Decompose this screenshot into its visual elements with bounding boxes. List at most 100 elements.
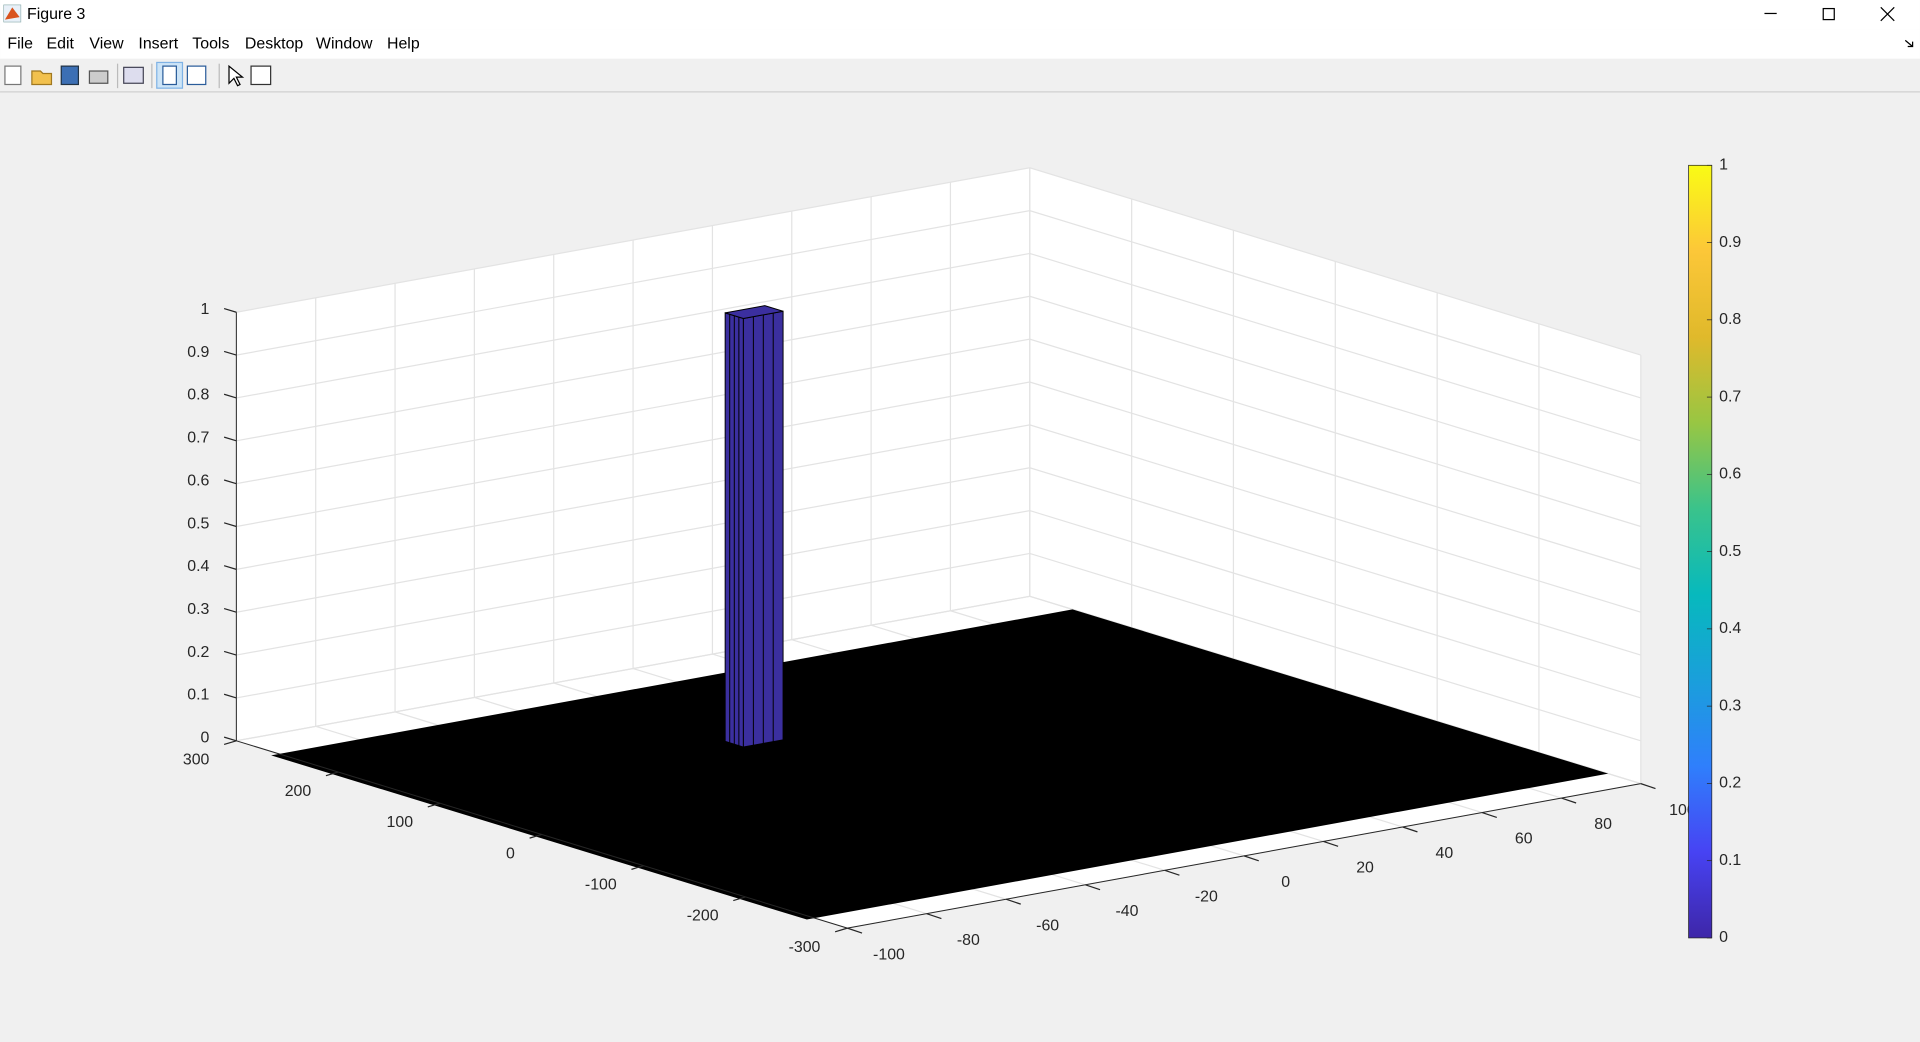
link-button[interactable] bbox=[123, 66, 144, 84]
x-tick-label: -80 bbox=[957, 932, 980, 949]
x-tick bbox=[1640, 783, 1656, 790]
legend-button[interactable] bbox=[186, 65, 207, 86]
colorbar-tick-label: 0.1 bbox=[1719, 852, 1741, 869]
y-tick-label: 300 bbox=[183, 752, 210, 769]
menu-item[interactable]: View bbox=[89, 35, 124, 52]
menu-item[interactable]: Edit bbox=[47, 35, 75, 52]
menu-item[interactable]: Tools bbox=[192, 35, 229, 52]
x-tick-label: -40 bbox=[1116, 903, 1139, 920]
z-grid-line bbox=[236, 167, 1641, 356]
x-tick bbox=[926, 913, 942, 920]
y-tick bbox=[631, 865, 644, 870]
undock-button[interactable] bbox=[1904, 39, 1914, 48]
z-tick-label: 0.3 bbox=[187, 601, 209, 618]
restore-button[interactable] bbox=[1822, 7, 1835, 21]
x-tick-label: -20 bbox=[1195, 888, 1218, 905]
colorbar-tick-label: 0.5 bbox=[1719, 543, 1741, 560]
y-tick bbox=[834, 927, 848, 933]
peak-top bbox=[725, 305, 784, 319]
z-tick bbox=[223, 307, 237, 313]
y-tick bbox=[223, 740, 237, 746]
y-tick-label: 0 bbox=[506, 845, 515, 862]
menu-bar bbox=[0, 29, 1920, 59]
z-tick-label: 0.6 bbox=[187, 472, 209, 489]
new-button[interactable] bbox=[4, 65, 22, 86]
colorbar-tick-label: 0.8 bbox=[1719, 311, 1741, 328]
x-tick bbox=[1402, 826, 1418, 833]
x-tick bbox=[1561, 797, 1577, 804]
z-grid-line bbox=[236, 509, 1641, 699]
z-tick-label: 0.4 bbox=[187, 558, 209, 575]
z-tick bbox=[223, 693, 237, 699]
z-tick-label: 0.1 bbox=[187, 687, 209, 704]
window-title: Figure 3 bbox=[27, 6, 86, 23]
z-tick bbox=[223, 350, 237, 356]
colorbar-tick-label: 0.7 bbox=[1719, 388, 1741, 405]
z-grid-line bbox=[236, 552, 1641, 742]
x-tick bbox=[1005, 898, 1021, 905]
title-bar bbox=[0, 0, 1920, 30]
axes: 00.10.20.30.40.50.60.70.80.91-300-200-10… bbox=[183, 167, 1696, 963]
z-tick-label: 0.7 bbox=[187, 430, 209, 447]
menu-item[interactable]: Insert bbox=[138, 35, 178, 52]
z-grid-line bbox=[236, 295, 1641, 485]
x-tick bbox=[1085, 884, 1101, 891]
y-tick-label: -200 bbox=[687, 908, 719, 925]
z-tick bbox=[223, 650, 237, 656]
y-tick bbox=[325, 771, 339, 777]
z-tick-label: 0.2 bbox=[187, 644, 209, 661]
z-tick-label: 1 bbox=[201, 301, 210, 318]
z-grid-line bbox=[236, 209, 1641, 399]
x-tick-label: 20 bbox=[1356, 860, 1374, 877]
property-inspector-button[interactable] bbox=[250, 65, 272, 86]
print-button[interactable] bbox=[88, 70, 109, 84]
x-tick bbox=[1243, 855, 1259, 862]
colorbar-tick-label: 0.2 bbox=[1719, 775, 1741, 792]
colorbar-tick-label: 0 bbox=[1719, 929, 1728, 946]
colorbar-tick-label: 1 bbox=[1719, 157, 1728, 174]
menu-items: File Edit View Insert Tools Desktop Window Help bbox=[7, 35, 419, 52]
y-tick-label: -100 bbox=[585, 876, 617, 893]
z-tick-label: 0.5 bbox=[187, 515, 209, 532]
x-tick-label: -100 bbox=[873, 946, 905, 963]
surface-floor bbox=[271, 609, 1609, 920]
save-button[interactable] bbox=[60, 65, 80, 86]
close-button[interactable] bbox=[1880, 6, 1895, 22]
z-tick-label: 0 bbox=[201, 730, 210, 747]
toolbar-buttons bbox=[4, 61, 272, 89]
menu-item[interactable]: Desktop bbox=[245, 35, 304, 52]
z-grid-line bbox=[236, 424, 1641, 613]
z-tick bbox=[223, 736, 237, 742]
z-grid-line bbox=[236, 338, 1641, 528]
z-tick-label: 0.8 bbox=[187, 387, 209, 404]
z-tick bbox=[223, 607, 237, 613]
window-controls[interactable] bbox=[1764, 6, 1895, 22]
x-tick bbox=[1481, 811, 1497, 819]
colorbar-icon bbox=[162, 65, 177, 86]
toolbar bbox=[0, 58, 1920, 92]
menu-item[interactable]: File bbox=[7, 35, 33, 52]
open-button[interactable] bbox=[31, 70, 53, 86]
menu-item[interactable]: Window bbox=[316, 35, 373, 52]
y-tick bbox=[529, 833, 543, 839]
z-grid-line bbox=[236, 381, 1641, 570]
x-tick bbox=[1164, 869, 1180, 876]
y-tick bbox=[733, 896, 746, 902]
edit-plot-button[interactable] bbox=[228, 64, 245, 87]
z-tick bbox=[223, 522, 237, 528]
y-tick-label: -300 bbox=[789, 939, 821, 956]
y-tick-label: 100 bbox=[387, 814, 414, 831]
colorbar-tick-label: 0.4 bbox=[1719, 620, 1741, 637]
surface-peak bbox=[724, 305, 784, 748]
colorbar-tick-label: 0.3 bbox=[1719, 697, 1741, 714]
x-tick-label: 60 bbox=[1515, 831, 1533, 848]
x-tick-label: 80 bbox=[1594, 816, 1612, 833]
z-tick bbox=[223, 393, 237, 399]
colorbar-tick-label: 0.9 bbox=[1719, 234, 1741, 251]
x-tick bbox=[847, 927, 863, 934]
z-grid-line bbox=[236, 252, 1641, 442]
x-tick-label: 40 bbox=[1436, 845, 1454, 862]
menu-item[interactable]: Help bbox=[387, 35, 420, 52]
z-grid-line bbox=[236, 467, 1641, 656]
